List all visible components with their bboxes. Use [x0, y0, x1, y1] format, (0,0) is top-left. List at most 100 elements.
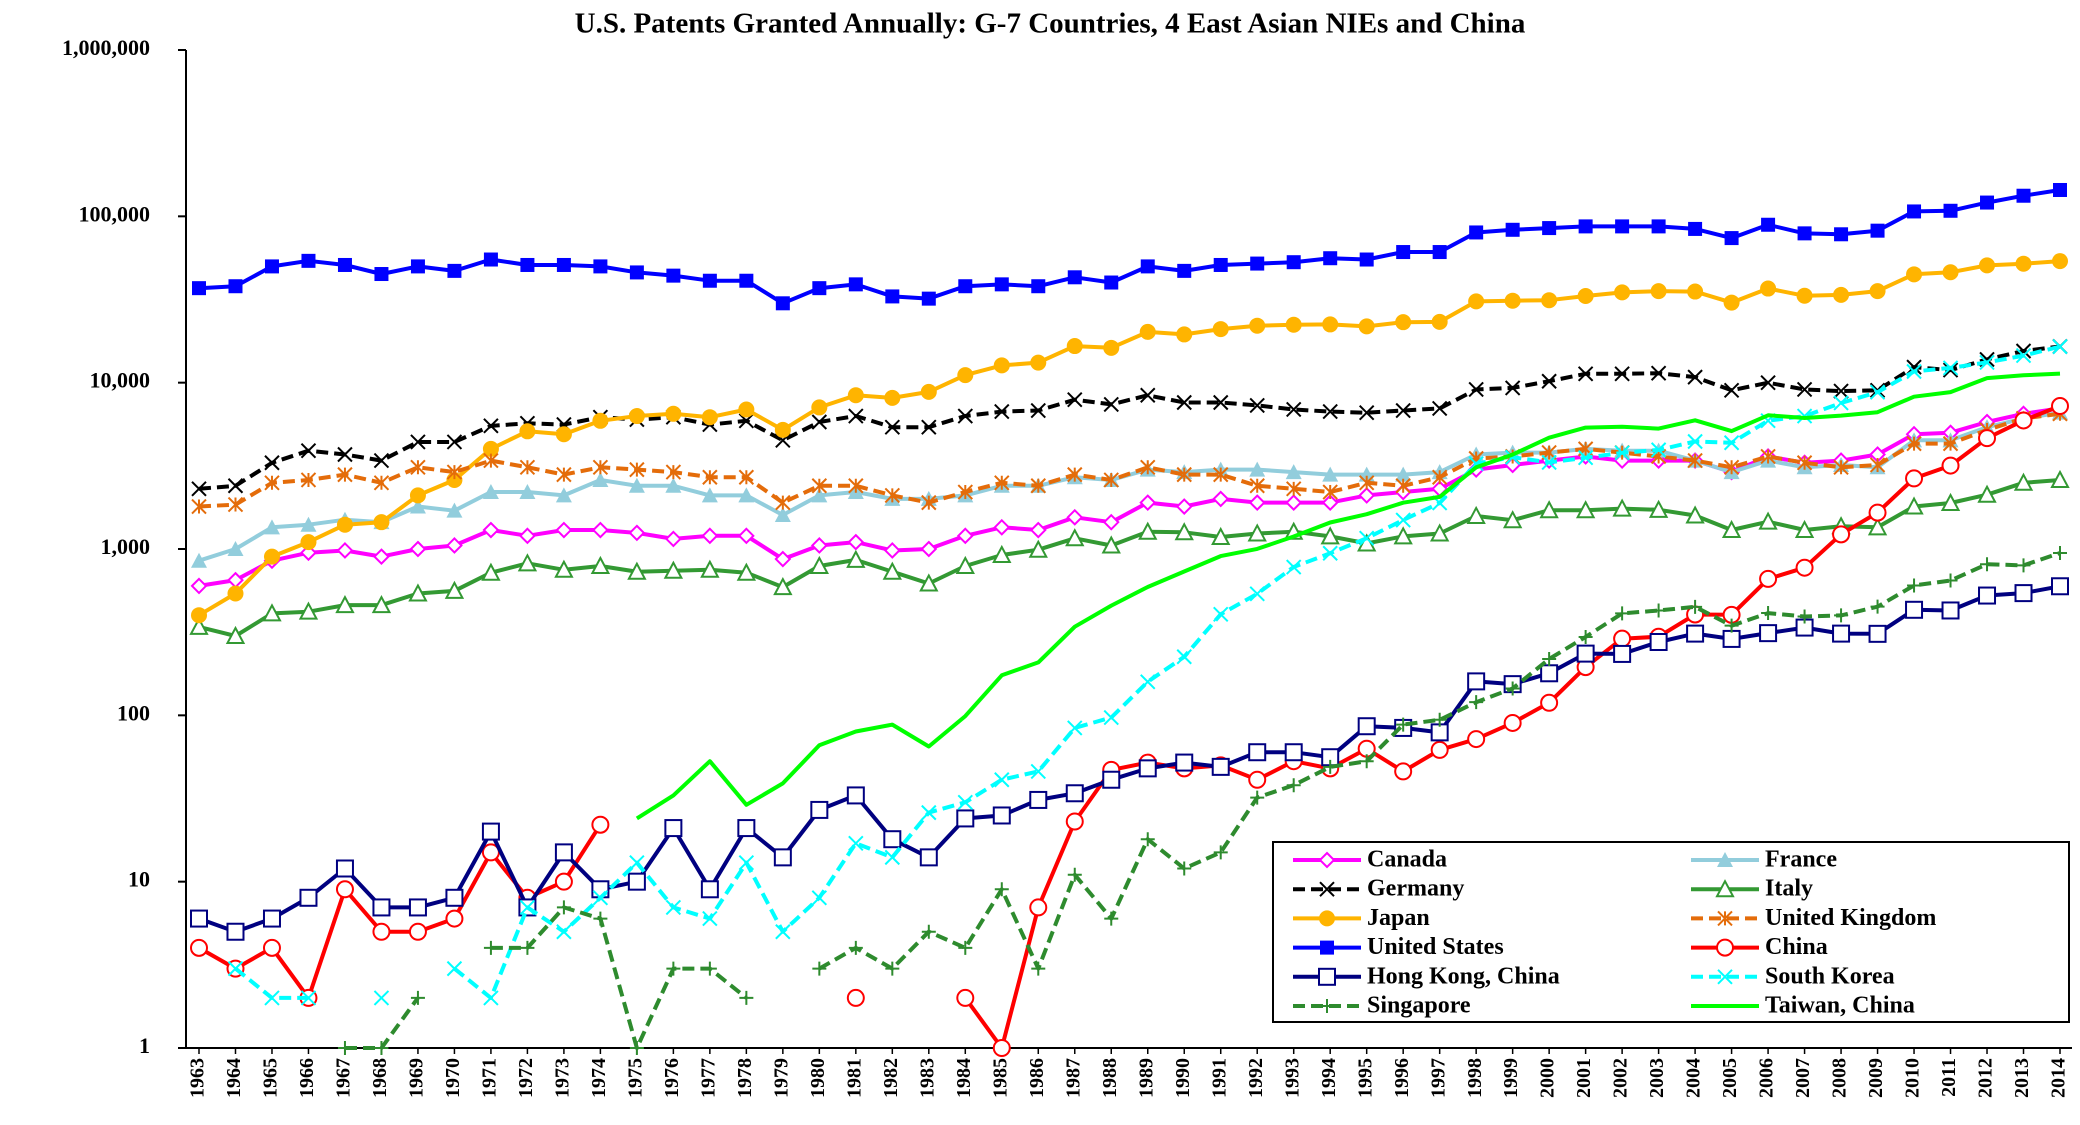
- marker: [1358, 404, 1375, 421]
- marker: [1067, 270, 1082, 285]
- marker: [264, 259, 279, 274]
- marker: [408, 898, 427, 917]
- marker: [444, 580, 465, 599]
- x-tick-label: 1980: [807, 1058, 829, 1098]
- marker: [956, 809, 975, 828]
- marker: [1942, 362, 1959, 378]
- marker: [919, 573, 939, 592]
- marker: [1904, 496, 1924, 515]
- marker: [1760, 280, 1777, 297]
- x-tick-label: 1977: [697, 1058, 719, 1098]
- marker: [192, 281, 206, 296]
- marker: [1066, 338, 1083, 355]
- marker: [811, 487, 828, 503]
- marker: [264, 475, 280, 491]
- marker: [1980, 557, 1995, 572]
- marker: [1577, 366, 1594, 382]
- marker: [1977, 484, 1997, 503]
- marker: [958, 940, 973, 955]
- marker: [446, 537, 463, 554]
- marker: [1322, 316, 1339, 333]
- marker: [629, 855, 645, 871]
- marker: [337, 466, 353, 483]
- marker: [1211, 526, 1231, 546]
- marker: [957, 484, 974, 500]
- series-line: [197, 259, 2061, 617]
- series-line: [198, 344, 2061, 491]
- marker: [1250, 256, 1265, 271]
- legend-label: United States: [1367, 934, 1504, 960]
- marker: [1797, 226, 1812, 241]
- marker: [2013, 472, 2034, 491]
- y-tick-label: 100,000: [79, 201, 151, 226]
- marker: [1138, 759, 1157, 778]
- marker: [225, 625, 246, 644]
- marker: [1724, 231, 1739, 246]
- marker: [1905, 469, 1924, 488]
- marker: [592, 459, 609, 475]
- marker: [1176, 466, 1192, 483]
- marker: [921, 804, 937, 821]
- marker: [1139, 323, 1156, 340]
- marker: [1940, 492, 1961, 512]
- marker: [2050, 469, 2070, 488]
- marker: [1177, 861, 1192, 876]
- marker: [1286, 481, 1302, 497]
- marker: [1247, 523, 1267, 542]
- marker: [226, 922, 245, 941]
- x-tick-label: 1973: [551, 1058, 573, 1098]
- marker: [992, 1039, 1011, 1057]
- marker: [1832, 525, 1851, 544]
- marker: [592, 412, 609, 429]
- y-tick-label: 10: [128, 867, 150, 892]
- marker: [1067, 867, 1082, 882]
- marker: [300, 472, 317, 488]
- marker: [1285, 494, 1303, 512]
- marker: [738, 413, 755, 429]
- marker: [701, 409, 718, 426]
- marker: [1759, 569, 1778, 588]
- marker: [1943, 573, 1958, 588]
- marker: [1176, 326, 1193, 343]
- marker: [665, 464, 682, 480]
- marker: [298, 601, 319, 620]
- marker: [1393, 526, 1413, 545]
- marker: [1395, 512, 1411, 528]
- marker: [812, 281, 827, 296]
- marker: [1868, 624, 1887, 643]
- marker: [1286, 401, 1302, 418]
- marker: [1322, 484, 1338, 500]
- marker: [701, 527, 719, 545]
- marker: [518, 527, 536, 545]
- marker: [700, 880, 719, 899]
- marker: [1907, 578, 1922, 593]
- marker: [1575, 500, 1596, 519]
- marker: [191, 498, 207, 515]
- marker: [1067, 391, 1083, 408]
- marker: [810, 537, 828, 554]
- y-tick-label: 10,000: [90, 368, 151, 393]
- marker: [335, 859, 354, 878]
- marker: [1540, 693, 1559, 712]
- marker: [228, 279, 243, 294]
- marker: [191, 552, 207, 568]
- marker: [627, 872, 646, 891]
- x-tick-label: 1988: [1099, 1058, 1121, 1098]
- marker: [1650, 365, 1667, 381]
- x-tick-label: 2002: [1610, 1058, 1632, 1098]
- marker: [994, 277, 1009, 292]
- marker: [1869, 384, 1886, 400]
- marker: [1504, 292, 1521, 309]
- marker: [883, 830, 902, 849]
- series: [190, 400, 2069, 595]
- x-tick-label: 2008: [1829, 1058, 1851, 1098]
- marker: [1396, 717, 1411, 732]
- marker: [1469, 225, 1484, 240]
- marker: [1430, 740, 1449, 759]
- marker: [592, 890, 609, 906]
- legend-label: Canada: [1367, 847, 1447, 873]
- x-tick-label: 2000: [1537, 1058, 1559, 1098]
- marker: [1722, 629, 1741, 648]
- x-tick-label: 2012: [1975, 1058, 1997, 1098]
- marker: [1322, 466, 1339, 482]
